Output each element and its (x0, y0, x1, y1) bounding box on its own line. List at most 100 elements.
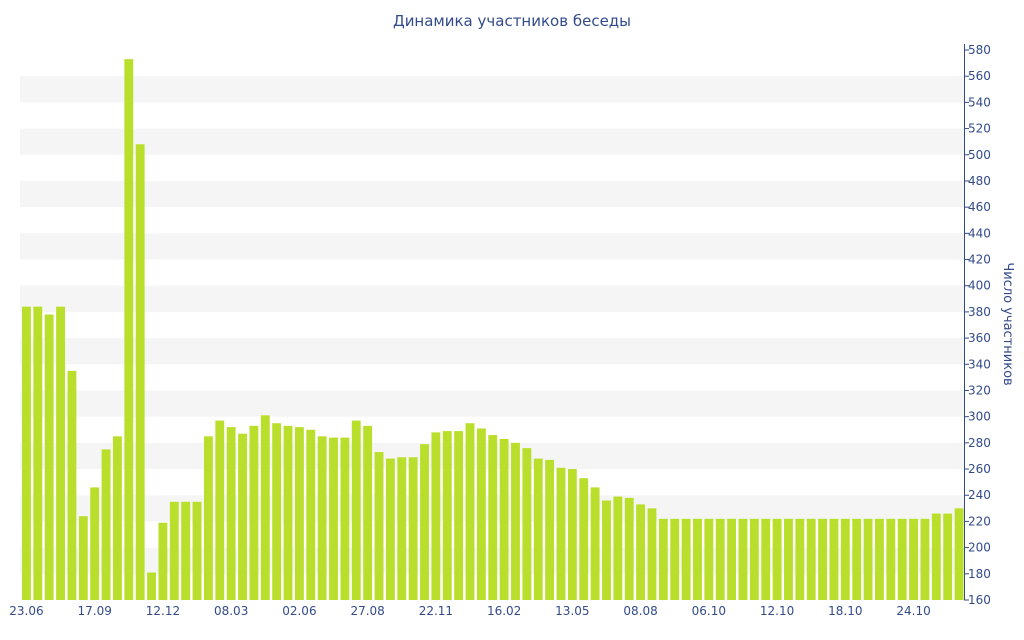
y-axis-ticks: 160 180 200 220 240 260 280 300 320 340 360 380 400 4… (964, 43, 991, 607)
bar[interactable] (78, 516, 88, 600)
bar[interactable] (886, 518, 896, 600)
bar[interactable] (306, 429, 316, 600)
bar[interactable] (442, 431, 452, 600)
y-axis-title: Число участников (1000, 262, 1015, 385)
y-tick-label: 420 (968, 253, 991, 267)
bar[interactable] (875, 518, 884, 600)
bar[interactable] (784, 518, 793, 600)
bar[interactable] (954, 508, 964, 600)
bar[interactable] (226, 427, 236, 600)
y-tick-label: 220 (968, 514, 991, 528)
bar[interactable] (693, 518, 702, 600)
bar[interactable] (681, 518, 691, 600)
bar[interactable] (840, 518, 850, 600)
bar[interactable] (465, 423, 475, 600)
bar[interactable] (169, 501, 179, 600)
bar[interactable] (818, 518, 828, 600)
bar[interactable] (931, 513, 941, 600)
bar[interactable] (56, 306, 65, 600)
bar[interactable] (90, 487, 100, 600)
bar[interactable] (181, 501, 191, 600)
bar[interactable] (385, 458, 395, 600)
bar[interactable] (476, 428, 486, 600)
bar[interactable] (590, 487, 600, 600)
x-tick-label: 08.03 (214, 604, 248, 618)
bar[interactable] (238, 433, 247, 600)
y-tick-label: 560 (968, 69, 991, 83)
bar[interactable] (408, 457, 418, 600)
bar[interactable] (670, 518, 680, 600)
bar[interactable] (397, 457, 407, 600)
bar[interactable] (829, 518, 839, 600)
y-tick-label: 260 (968, 462, 991, 476)
bar[interactable] (909, 518, 919, 600)
bar[interactable] (499, 438, 509, 600)
x-axis-ticks: 23.06 17.09 12.12 08.03 02.06 27.08 22.11 16.02… (9, 604, 930, 618)
bar[interactable] (852, 518, 862, 600)
bar[interactable] (806, 518, 816, 600)
y-tick-label: 340 (968, 357, 991, 371)
bar[interactable] (704, 518, 714, 600)
bar[interactable] (897, 518, 907, 600)
bar[interactable] (340, 437, 350, 600)
bar[interactable] (44, 314, 54, 600)
chart-title: Динамика участников беседы (392, 12, 632, 30)
bar[interactable] (147, 572, 156, 601)
x-tick-label: 13.05 (555, 604, 589, 618)
bar[interactable] (761, 518, 771, 600)
bar[interactable] (112, 436, 122, 600)
bar[interactable] (260, 415, 270, 600)
bar[interactable] (317, 436, 327, 600)
bar[interactable] (795, 518, 805, 600)
bar[interactable] (738, 518, 748, 600)
grid-band (20, 390, 964, 417)
bar[interactable] (602, 500, 611, 600)
bar[interactable] (363, 425, 373, 600)
bar[interactable] (613, 496, 623, 600)
bar[interactable] (294, 427, 304, 600)
bar[interactable] (215, 420, 225, 600)
bar[interactable] (772, 518, 782, 600)
bar[interactable] (101, 449, 111, 600)
bar[interactable] (431, 432, 441, 600)
bar[interactable] (283, 425, 293, 600)
bar[interactable] (203, 436, 213, 600)
bar[interactable] (727, 518, 737, 600)
bar[interactable] (545, 459, 555, 600)
bar[interactable] (135, 144, 145, 601)
bar[interactable] (715, 518, 725, 600)
bar[interactable] (124, 59, 134, 600)
bar[interactable] (636, 504, 646, 600)
bar[interactable] (192, 501, 202, 600)
bar[interactable] (351, 420, 361, 600)
bar[interactable] (579, 478, 589, 600)
bar[interactable] (749, 518, 759, 600)
bar[interactable] (329, 437, 338, 600)
bar[interactable] (920, 518, 930, 600)
bar[interactable] (272, 423, 282, 600)
bar[interactable] (863, 518, 873, 600)
bar[interactable] (647, 508, 657, 600)
bar[interactable] (533, 458, 543, 600)
bar[interactable] (420, 444, 429, 600)
bar[interactable] (33, 306, 43, 600)
bar[interactable] (67, 370, 77, 600)
bar[interactable] (454, 431, 464, 600)
bar[interactable] (624, 497, 634, 600)
bar[interactable] (522, 448, 532, 600)
bar[interactable] (511, 442, 520, 600)
bar[interactable] (249, 425, 259, 600)
bar[interactable] (158, 522, 168, 600)
grid-band (20, 338, 964, 365)
y-tick-label: 380 (968, 305, 991, 319)
bar[interactable] (567, 469, 577, 600)
bar[interactable] (374, 452, 384, 600)
y-tick-label: 460 (968, 200, 991, 214)
bar[interactable] (488, 435, 498, 600)
bar[interactable] (658, 518, 668, 600)
bar[interactable] (943, 513, 953, 600)
bar[interactable] (22, 306, 31, 600)
y-tick-label: 180 (968, 567, 991, 581)
bar[interactable] (556, 467, 566, 600)
y-tick-label: 440 (968, 226, 991, 240)
